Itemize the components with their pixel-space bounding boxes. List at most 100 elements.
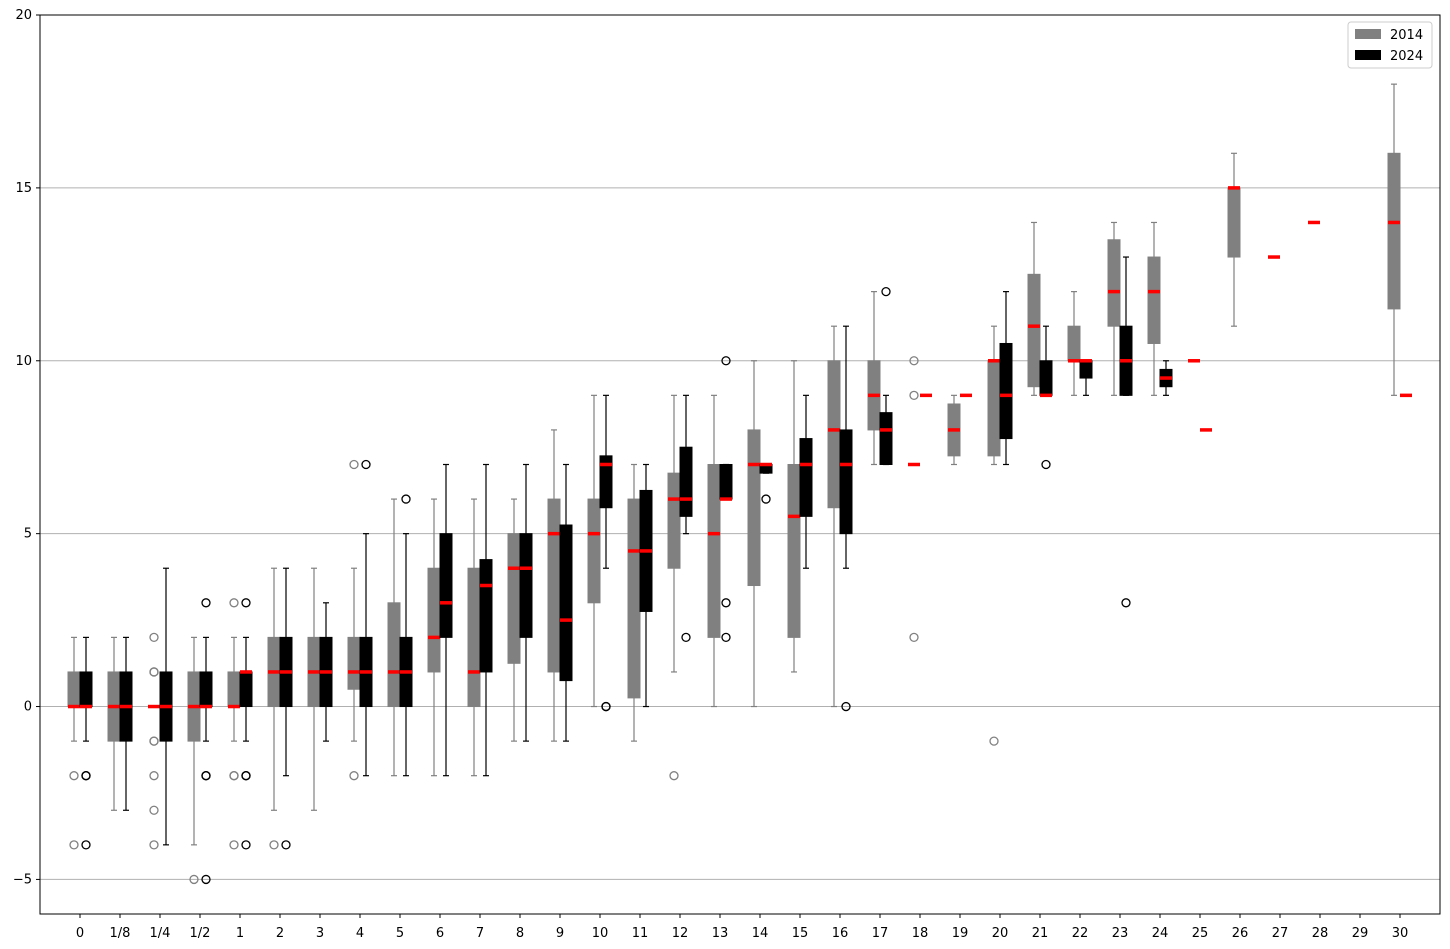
box-2024-1 <box>239 598 253 850</box>
x-tick-label: 29 <box>1352 926 1369 941</box>
outlier-point <box>229 598 239 608</box>
outlier-point <box>149 667 159 677</box>
box-2014-21 <box>1027 221 1041 396</box>
x-tick-label: 1/8 <box>110 926 131 941</box>
x-axis: 0 1/8 1/4 1/2 1 2 3 4 5 6 7 8 9 10 11 12 13 14 15 16 17 18 19 2… <box>76 914 1408 941</box>
box-body <box>719 464 733 500</box>
box-2014-6 <box>427 498 441 777</box>
outlier-point <box>349 771 359 781</box>
outlier-point <box>269 840 279 850</box>
x-tick-label: 19 <box>952 926 969 941</box>
box-2014-1 <box>227 598 241 850</box>
box-2024-1/8 <box>119 636 133 811</box>
outlier-point <box>909 356 919 366</box>
box-2014-16 <box>827 325 841 708</box>
box-body <box>987 360 1001 457</box>
box-body <box>79 671 93 708</box>
x-tick-label: 10 <box>592 926 609 941</box>
box-2014-0 <box>67 636 81 850</box>
series-2014 <box>67 83 1401 885</box>
box-body <box>439 533 453 638</box>
box-2014-20 <box>987 325 1001 746</box>
box-body <box>879 412 893 465</box>
outlier-point <box>149 771 159 781</box>
box-2014-9 <box>547 429 561 742</box>
box-2014-1/2 <box>187 636 201 885</box>
y-tick-label: 20 <box>15 8 32 23</box>
outlier-point <box>401 494 411 504</box>
x-tick-label: 3 <box>316 926 324 941</box>
x-tick-label: 1/2 <box>190 926 211 941</box>
box-2024-10 <box>599 394 613 712</box>
box-body <box>467 567 481 708</box>
outlier-point <box>201 598 211 608</box>
box-body <box>839 429 853 535</box>
box-body <box>787 464 801 638</box>
x-tick-label: 2 <box>276 926 284 941</box>
x-tick-label: 5 <box>396 926 404 941</box>
x-tick-label: 20 <box>992 926 1009 941</box>
box-2024-21 <box>1039 325 1053 470</box>
boxplot-series <box>67 83 1412 885</box>
y-tick-label: 10 <box>15 354 32 369</box>
x-tick-label: 15 <box>792 926 809 941</box>
box-2024-7 <box>479 463 493 777</box>
box-body <box>999 342 1013 440</box>
outlier-point <box>149 840 159 850</box>
legend: 2014 2024 <box>1347 21 1433 69</box>
box-2024-8 <box>519 463 533 742</box>
x-tick-label: 14 <box>752 926 769 941</box>
series-2024 <box>79 256 1412 885</box>
outlier-point <box>721 598 731 608</box>
box-2014-23 <box>1107 221 1121 396</box>
legend-label-2014: 2014 <box>1390 28 1423 43</box>
box-2014-4 <box>347 459 361 781</box>
box-body <box>199 671 213 708</box>
box-2024-9 <box>559 463 573 742</box>
box-2024-14 <box>759 462 773 504</box>
box-2014-5 <box>387 498 401 777</box>
box-2014-14 <box>747 360 761 708</box>
outlier-point <box>201 874 211 885</box>
box-body <box>239 671 253 708</box>
x-tick-label: 27 <box>1272 926 1289 941</box>
box-body <box>1039 360 1053 396</box>
y-tick-label: 5 <box>24 527 32 542</box>
box-2014-10 <box>587 394 601 708</box>
x-tick-label: 18 <box>912 926 929 941</box>
outlier-point <box>69 771 79 781</box>
box-2014-8 <box>507 498 521 742</box>
box-2014-12 <box>667 394 681 781</box>
legend-label-2024: 2024 <box>1390 49 1423 64</box>
plot-frame <box>39 14 1441 915</box>
box-body <box>547 498 561 673</box>
box-2014-18 <box>908 356 920 643</box>
outlier-point <box>681 632 691 643</box>
x-tick-label: 4 <box>356 926 364 941</box>
box-body <box>587 498 601 604</box>
outlier-point <box>69 840 79 850</box>
box-body <box>1227 187 1241 258</box>
box-body <box>1027 273 1041 388</box>
box-2014-26 <box>1227 152 1241 327</box>
x-tick-label: 26 <box>1232 926 1249 941</box>
outlier-point <box>909 632 919 643</box>
box-2024-5 <box>399 494 413 777</box>
box-2024-6 <box>439 463 453 777</box>
box-2014-1/4 <box>148 632 160 850</box>
outlier-point <box>669 771 679 781</box>
box-body <box>1107 239 1121 327</box>
outlier-point <box>349 459 359 470</box>
box-body <box>1147 256 1161 344</box>
outlier-point <box>241 771 251 781</box>
outlier-point <box>149 632 159 643</box>
x-tick-label: 17 <box>872 926 889 941</box>
x-tick-label: 7 <box>476 926 484 941</box>
box-2024-22 <box>1079 359 1093 396</box>
box-2014-22 <box>1067 291 1081 396</box>
outlier-point <box>601 701 611 712</box>
x-tick-label: 25 <box>1192 926 1209 941</box>
box-2014-2 <box>267 567 281 850</box>
box-body <box>347 636 361 690</box>
